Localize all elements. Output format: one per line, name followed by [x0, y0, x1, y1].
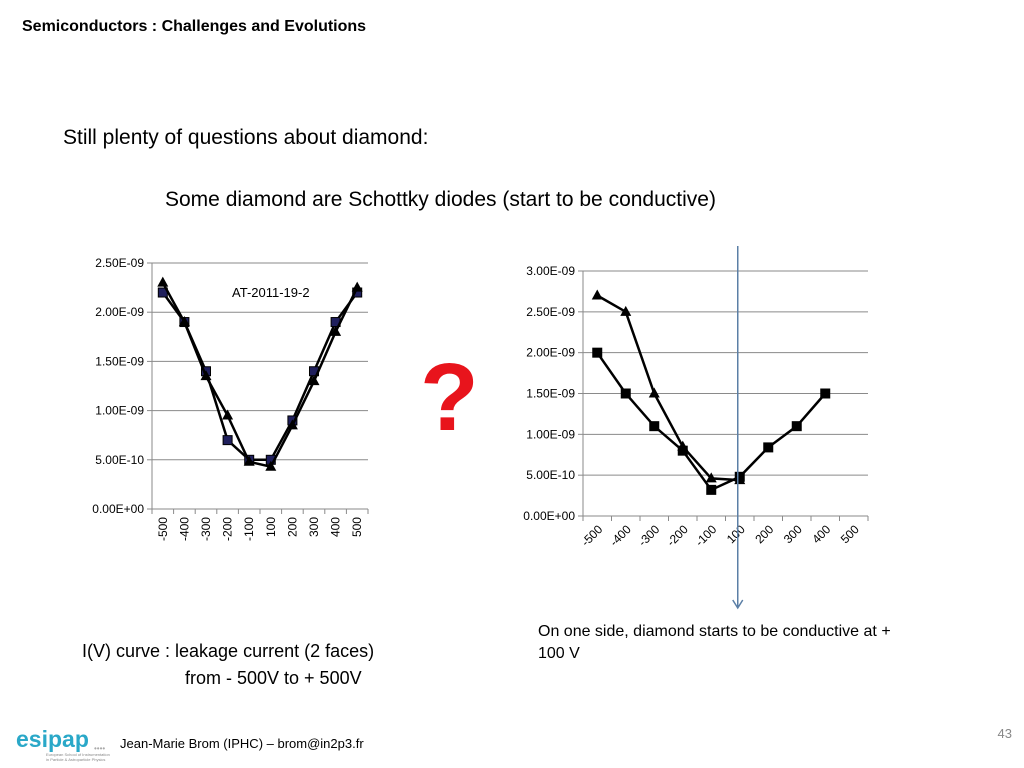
right-chart-x-tick-label: 400 — [809, 522, 833, 546]
left-chart-point-square — [222, 435, 233, 446]
left-chart-point-triangle — [351, 281, 363, 292]
left-chart-point-triangle — [200, 370, 212, 381]
right-chart-point-square — [620, 388, 631, 399]
right-chart-point-triangle — [705, 472, 717, 483]
caption-left-line1: I(V) curve : leakage current (2 faces) — [82, 641, 375, 661]
right-chart-point-triangle — [677, 440, 689, 451]
page-number: 43 — [997, 726, 1012, 741]
left-chart-point-triangle — [308, 375, 320, 386]
left-chart-x-tick-label: 400 — [329, 517, 343, 537]
left-chart-point-triangle — [178, 316, 190, 327]
left-chart-point-triangle — [265, 460, 277, 471]
left-chart-x-tick-label: 200 — [285, 517, 299, 537]
right-chart-point-square — [649, 421, 660, 432]
logo-word: esipap — [16, 726, 89, 752]
right-chart-point-square — [791, 421, 802, 432]
logo-subtitle: European School of Instrumentation in Pa… — [46, 752, 110, 762]
right-chart-y-tick-label: 1.50E-09 — [526, 387, 575, 401]
right-chart-x-tick-label: 200 — [752, 522, 776, 546]
right-chart-series-1-line — [596, 351, 827, 492]
left-chart-y-tick-label: 5.00E-10 — [95, 453, 144, 467]
right-chart-point-triangle — [648, 387, 660, 398]
left-chart-y-tick-label: 1.00E-09 — [95, 404, 144, 418]
right-chart-point-triangle — [591, 289, 603, 300]
left-chart-x-tick-label: -200 — [221, 517, 235, 541]
right-chart-marker-arrowhead — [732, 599, 744, 610]
right-chart-y-tick-label: 3.00E-09 — [526, 264, 575, 278]
caption-left: I(V) curve : leakage current (2 faces) f… — [82, 638, 374, 692]
right-chart-y-tick-label: 5.00E-10 — [526, 468, 575, 482]
right-chart-x-tick-label: -500 — [578, 522, 605, 549]
right-chart-y-tick-label: 2.50E-09 — [526, 305, 575, 319]
left-chart-point-triangle — [286, 419, 298, 430]
left-chart-x-tick-label: 500 — [350, 517, 364, 537]
left-chart-y-tick-label: 2.50E-09 — [95, 256, 144, 270]
question-mark: ? — [420, 344, 479, 451]
slide-title: Semiconductors : Challenges and Evolutio… — [22, 18, 367, 35]
logo-subtitle-line1: European School of Instrumentation — [46, 752, 110, 757]
left-chart-y-tick-label: 1.50E-09 — [95, 354, 144, 368]
right-chart-point-triangle — [620, 305, 632, 316]
chart-right: 0.00E+00 5.00E-10 1.00E-09 1.50E-09 2.00E-09… — [523, 246, 869, 610]
left-chart-y-tick-label: 0.00E+00 — [92, 502, 144, 516]
right-chart-series-2-line — [596, 294, 740, 482]
footer-author: Jean-Marie Brom (IPHC) – brom@in2p3.fr — [120, 736, 364, 751]
left-chart-point-triangle — [157, 276, 169, 287]
right-chart-x-tick-label: 100 — [724, 522, 748, 546]
left-chart-annotation: AT-2011-19-2 — [232, 285, 310, 300]
right-chart-x-tick-label: -400 — [607, 522, 634, 549]
caption-left-line2: from - 500V to + 500V — [185, 668, 362, 688]
left-chart-point-triangle — [222, 409, 234, 420]
right-chart-point-square — [763, 442, 774, 453]
left-chart-x-tick-label: -100 — [242, 517, 256, 541]
left-chart-x-tick-label: 100 — [264, 517, 278, 537]
right-chart-x-tick-label: -300 — [635, 522, 662, 549]
left-chart-series-1-line — [161, 291, 359, 462]
left-chart-x-tick-label: 300 — [307, 517, 321, 537]
right-chart-x-tick-label: 500 — [838, 522, 862, 546]
chart-left: 0.00E+00 5.00E-10 1.00E-09 1.50E-09 2.00E-09… — [92, 256, 369, 541]
left-chart-x-tick-label: -300 — [199, 517, 213, 541]
right-chart-x-tick-label: -100 — [692, 522, 719, 549]
intro-text: Still plenty of questions about diamond: — [63, 126, 429, 149]
left-chart-series-2-line — [161, 282, 359, 469]
left-chart-y-tick-label: 2.00E-09 — [95, 305, 144, 319]
logo-dots: •••• — [94, 744, 106, 753]
left-chart-x-tick-label: -500 — [156, 517, 170, 541]
caption-right: On one side, diamond starts to be conduc… — [538, 623, 891, 662]
left-chart-point-triangle — [243, 455, 255, 466]
subheading: Some diamond are Schottky diodes (start … — [165, 188, 716, 211]
right-chart-x-tick-label: 300 — [781, 522, 805, 546]
left-chart-point-triangle — [330, 325, 342, 336]
right-chart-y-tick-label: 1.00E-09 — [526, 427, 575, 441]
right-chart-point-square — [820, 388, 831, 399]
right-chart-y-tick-label: 0.00E+00 — [523, 509, 575, 523]
esipap-logo: esipap •••• European School of Instrumen… — [14, 726, 110, 762]
right-chart-x-tick-label: -200 — [664, 522, 691, 549]
left-chart-x-tick-label: -400 — [177, 517, 191, 541]
right-chart-point-square — [592, 347, 603, 358]
logo-subtitle-line2: in Particle & Astroparticle Physics — [46, 757, 106, 762]
right-chart-y-tick-label: 2.00E-09 — [526, 346, 575, 360]
right-chart-point-square — [706, 484, 717, 495]
